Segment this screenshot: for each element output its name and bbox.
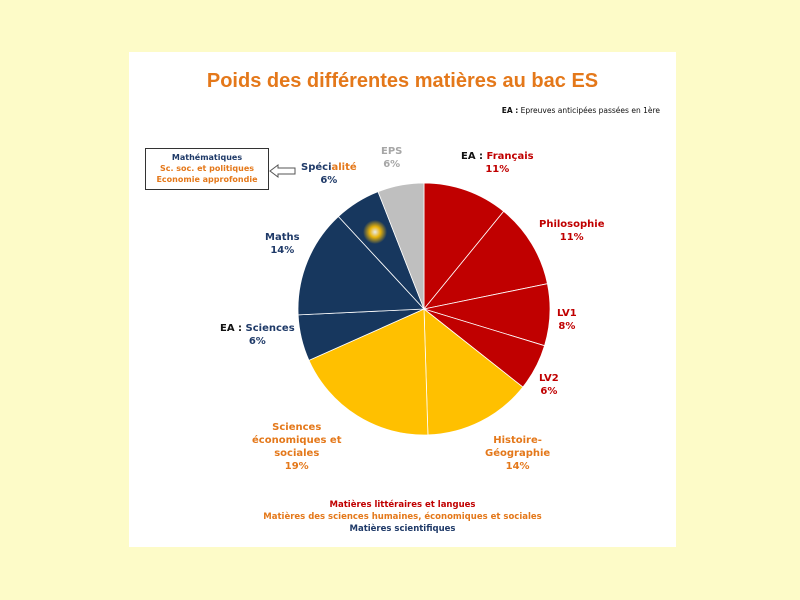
label-lv1: LV1 8% [557, 308, 577, 332]
pie-slice-0 [423, 182, 505, 311]
label-eps: EPS 6% [381, 146, 403, 170]
label-ses: Sciences économiques et sociales 19% [252, 422, 342, 472]
legend-item-sciences-humaines: Matières des sciences humaines, économiq… [263, 512, 542, 522]
chart-card: Poids des différentes matières au bac ES… [129, 52, 676, 547]
pie-slice-7 [297, 215, 425, 316]
ea-note-prefix: EA : [501, 106, 519, 115]
specialite-options-box: Mathématiques Sc. soc. et politiques Eco… [145, 148, 269, 190]
highlight-glow [363, 220, 387, 244]
pie-slice-1 [422, 210, 548, 310]
label-ea-sciences: EA : Sciences 6% [220, 323, 295, 347]
label-maths: Maths 14% [265, 232, 300, 256]
specialite-option-maths: Mathématiques [171, 153, 243, 162]
label-philosophie: Philosophie 11% [539, 219, 605, 243]
pie-slice-9 [377, 182, 425, 310]
label-francais: EA : Français 11% [461, 151, 534, 175]
label-histoire-geographie: Histoire- Géographie 14% [485, 435, 551, 472]
legend-item-scientifiques: Matières scientifiques [349, 524, 456, 534]
callout-arrow-icon [269, 164, 296, 178]
pie-slice-4 [423, 308, 524, 436]
chart-legend: Matières littéraires et langues Matières… [129, 499, 676, 535]
legend-item-litteraires: Matières littéraires et langues [329, 500, 476, 510]
specialite-option-scsoc: Sc. soc. et politiques [159, 164, 255, 173]
specialite-option-eco: Economie approfondie [156, 175, 258, 184]
label-lv2: LV2 6% [539, 373, 559, 397]
pie-slice-5 [308, 308, 429, 436]
ea-note-text: Epreuves anticipées passées en 1ère [520, 106, 660, 115]
ea-note: EA : Epreuves anticipées passées en 1ère [502, 106, 660, 115]
chart-title: Poids des différentes matières au bac ES [206, 70, 599, 92]
label-specialite: Spécialité 6% [301, 162, 357, 186]
pie-chart [297, 182, 551, 436]
